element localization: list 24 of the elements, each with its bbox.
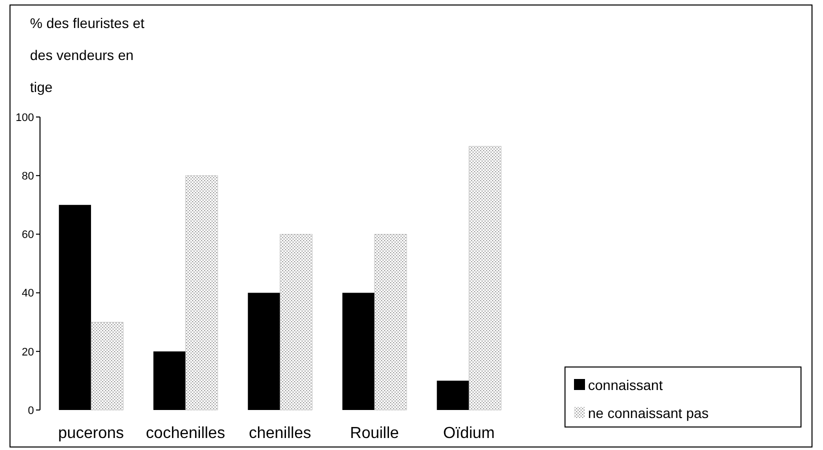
bar bbox=[58, 204, 92, 410]
bar bbox=[153, 351, 186, 410]
x-tick-label: cochenilles bbox=[146, 425, 226, 442]
bar bbox=[185, 175, 218, 410]
legend-label: ne connaissant pas bbox=[588, 404, 709, 421]
y-tick-label: 100 bbox=[16, 112, 34, 124]
y-tick-label: 60 bbox=[22, 229, 34, 242]
y-tick-label: 40 bbox=[22, 288, 34, 300]
x-tick-label: Oïdium bbox=[443, 425, 495, 442]
bar bbox=[280, 234, 312, 410]
legend-label: connaissant bbox=[588, 376, 663, 393]
y-tick-label: 20 bbox=[22, 346, 34, 358]
y-tick-label: 80 bbox=[22, 170, 34, 182]
bar bbox=[90, 322, 124, 410]
bar bbox=[468, 146, 502, 410]
x-tick-label: chenilles bbox=[248, 425, 312, 442]
bar bbox=[374, 234, 407, 410]
bar bbox=[248, 292, 280, 410]
y-tick-label: 0 bbox=[28, 404, 34, 417]
y-axis-title: % des fleuristes et des vendeurs en tige bbox=[30, 15, 144, 95]
bar bbox=[436, 380, 469, 410]
x-tick-label: Rouille bbox=[350, 425, 400, 442]
bar bbox=[342, 292, 374, 410]
x-tick-label: pucerons bbox=[58, 425, 124, 442]
